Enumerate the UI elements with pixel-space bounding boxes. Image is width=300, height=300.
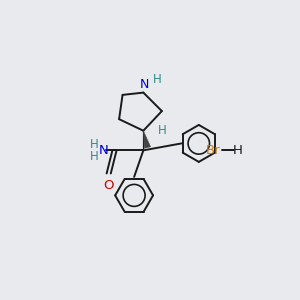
Text: H: H — [90, 150, 99, 163]
Text: H: H — [152, 73, 161, 86]
Text: N: N — [98, 144, 108, 157]
Text: Br: Br — [205, 144, 220, 157]
Text: N: N — [140, 78, 149, 92]
Text: O: O — [103, 178, 114, 191]
Text: H: H — [90, 138, 99, 151]
Text: H: H — [158, 124, 167, 137]
Polygon shape — [143, 131, 151, 148]
Text: H: H — [233, 144, 243, 157]
